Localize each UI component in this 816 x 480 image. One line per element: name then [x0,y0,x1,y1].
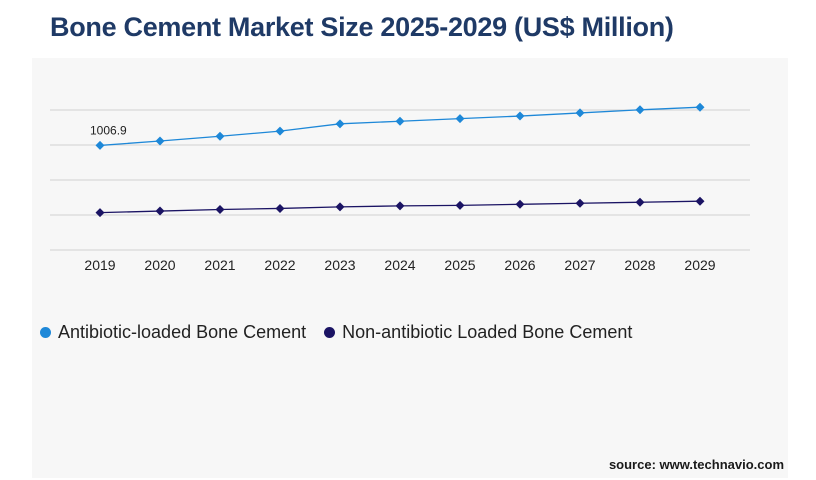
x-tick-label: 2028 [624,257,655,273]
data-point [515,199,525,209]
data-point [155,136,165,146]
x-tick-label: 2020 [144,257,175,273]
data-point [335,202,345,212]
x-tick-label: 2023 [324,257,355,273]
line-chart: 2019 2020 2021 2022 2023 2024 2025 2026 2027 2028… [50,102,750,273]
data-point [515,111,525,121]
data-point [695,196,705,206]
data-point [395,116,405,126]
data-point [635,197,645,207]
x-tick-label: 2026 [504,257,535,273]
x-tick-label: 2019 [84,257,115,273]
series-line-0 [99,106,701,147]
legend-marker-antibiotic [40,327,51,338]
data-point [575,198,585,208]
series-layer [95,102,705,218]
data-point [95,140,105,150]
chart-title: Bone Cement Market Size 2025-2029 (US$ M… [50,12,674,42]
data-label: 1006.9 [90,123,127,137]
data-point [455,114,465,124]
legend-item-non-antibiotic: Non-antibiotic Loaded Bone Cement [324,322,632,343]
legend: Antibiotic-loaded Bone Cement Non-antibi… [40,322,650,343]
legend-label-antibiotic: Antibiotic-loaded Bone Cement [58,322,307,342]
x-tick-label: 2021 [204,257,235,273]
legend-label-non-antibiotic: Non-antibiotic Loaded Bone Cement [342,322,633,342]
data-point [275,126,285,136]
data-annotations: 1006.9 [90,123,127,137]
data-point [95,208,105,218]
data-point [455,200,465,210]
x-tick-label: 2024 [384,257,415,273]
source-credit: source: www.technavio.com [608,457,784,472]
chart-background-panel [32,58,788,478]
x-axis-tick-labels: 2019 2020 2021 2022 2023 2024 2025 2026 2027 2028… [84,257,715,273]
data-point [335,119,345,129]
x-tick-label: 2029 [684,257,715,273]
data-point [275,203,285,213]
data-point [215,131,225,141]
data-point [695,102,705,112]
x-tick-label: 2022 [264,257,295,273]
data-point [395,201,405,211]
legend-item-antibiotic: Antibiotic-loaded Bone Cement [40,322,306,343]
x-tick-label: 2027 [564,257,595,273]
legend-marker-non-antibiotic [324,327,336,338]
data-point [635,105,645,115]
data-point [215,205,225,214]
x-tick-label: 2025 [444,257,475,273]
data-point [155,206,165,216]
data-point [575,108,585,118]
gridlines [50,109,750,251]
